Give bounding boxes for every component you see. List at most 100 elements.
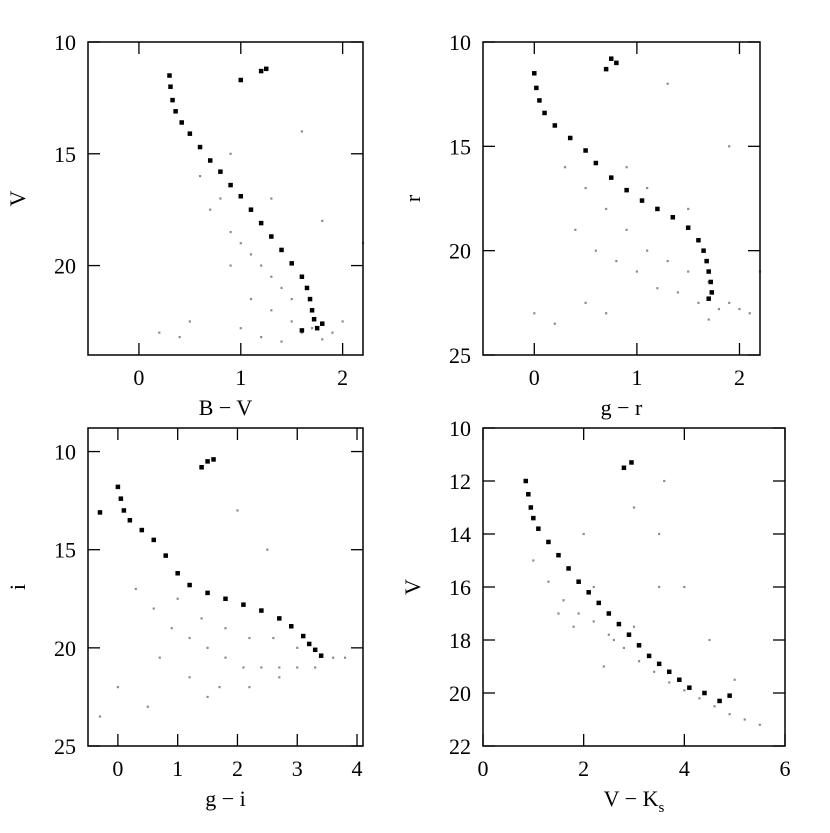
- point: [656, 287, 659, 290]
- point: [562, 599, 565, 602]
- point: [629, 460, 634, 465]
- point: [687, 685, 692, 690]
- point: [205, 459, 210, 464]
- point: [249, 253, 253, 256]
- point: [636, 643, 642, 648]
- point: [116, 686, 119, 689]
- point: [758, 723, 761, 726]
- point: [531, 515, 536, 521]
- point: [118, 496, 124, 501]
- point: [236, 509, 239, 512]
- point: [536, 526, 541, 531]
- point: [666, 669, 672, 675]
- point: [139, 527, 145, 533]
- point: [717, 307, 721, 311]
- point: [713, 705, 716, 708]
- point: [607, 633, 610, 636]
- point: [304, 285, 310, 291]
- point: [187, 582, 192, 588]
- point: [97, 510, 103, 515]
- point: [296, 666, 299, 669]
- point: [708, 638, 711, 642]
- point: [270, 197, 273, 200]
- point: [655, 206, 660, 212]
- y-tick-label: 25: [54, 734, 76, 759]
- point: [586, 590, 591, 595]
- point: [653, 670, 656, 673]
- point: [603, 66, 609, 72]
- y-tick-label: 10: [449, 30, 471, 55]
- y-axis-label: V: [5, 190, 30, 206]
- point: [168, 84, 173, 89]
- point: [738, 307, 741, 311]
- point: [229, 264, 232, 267]
- point: [188, 320, 191, 323]
- point: [727, 693, 732, 698]
- x-tick-label: 3: [292, 756, 303, 781]
- point: [608, 175, 614, 180]
- x-axis-label: g − r: [601, 395, 643, 420]
- point: [612, 638, 615, 642]
- point: [646, 653, 652, 659]
- x-tick-label: 2: [734, 365, 745, 390]
- point: [577, 612, 580, 615]
- y-tick-label: 15: [449, 134, 471, 159]
- x-tick-label: 2: [337, 365, 348, 390]
- y-tick-label: 20: [54, 254, 76, 279]
- point: [307, 296, 313, 302]
- panel: 0 2 4 6 10 12 14 16 18 20 22 V − Ks V: [400, 416, 791, 816]
- point: [576, 579, 581, 584]
- point: [310, 327, 314, 330]
- point: [677, 677, 682, 682]
- point: [728, 145, 731, 148]
- point: [733, 678, 736, 681]
- x-tick-label: 1: [631, 365, 642, 390]
- point: [572, 625, 575, 628]
- point: [270, 309, 273, 312]
- point: [167, 73, 172, 78]
- point: [258, 220, 264, 226]
- point: [179, 120, 184, 125]
- point: [224, 627, 227, 630]
- point: [270, 275, 273, 278]
- y-axis-label: r: [400, 194, 425, 202]
- point: [134, 587, 137, 591]
- point: [621, 465, 627, 470]
- panel: 0 1 2 10 15 20 B − V V: [5, 30, 365, 420]
- point: [176, 597, 179, 600]
- point: [584, 186, 587, 190]
- x-tick-label: 0: [133, 365, 144, 390]
- point: [170, 97, 175, 103]
- y-tick-label: 10: [54, 30, 76, 55]
- point: [263, 66, 269, 72]
- point: [175, 571, 180, 576]
- point: [211, 457, 216, 462]
- point: [178, 336, 181, 339]
- point: [321, 219, 324, 222]
- point: [728, 713, 731, 716]
- panel: 0 1 2 3 4 10 15 20 25 g − i i: [5, 427, 364, 811]
- point: [332, 656, 335, 659]
- y-tick-label: 15: [54, 142, 76, 167]
- point: [687, 207, 690, 211]
- point: [537, 98, 542, 103]
- point: [709, 290, 715, 295]
- plot-frame: [87, 41, 364, 356]
- y-tick-label: 14: [449, 522, 471, 547]
- point: [146, 705, 149, 708]
- point: [238, 194, 244, 199]
- point: [299, 274, 305, 279]
- point: [228, 182, 233, 188]
- y-tick-label: 20: [54, 636, 76, 661]
- x-tick-label: 4: [352, 756, 363, 781]
- point: [200, 617, 203, 620]
- point: [702, 690, 707, 696]
- point: [748, 312, 751, 315]
- point: [563, 166, 567, 169]
- point: [615, 260, 618, 263]
- point: [312, 647, 318, 653]
- point: [188, 636, 191, 640]
- point: [170, 627, 173, 630]
- point: [173, 109, 178, 114]
